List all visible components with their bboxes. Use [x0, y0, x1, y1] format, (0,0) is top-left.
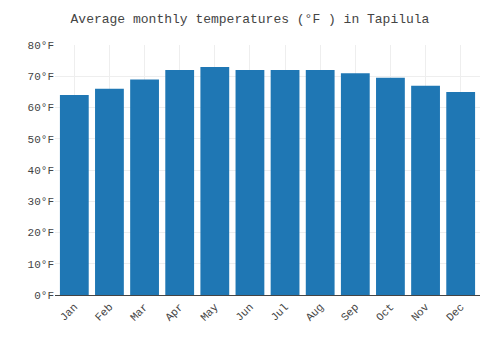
svg-text:80°F: 80°F [28, 40, 54, 52]
svg-text:Apr: Apr [163, 301, 185, 323]
svg-text:Sep: Sep [339, 301, 361, 323]
svg-text:Aug: Aug [304, 301, 326, 323]
svg-text:70°F: 70°F [28, 71, 54, 83]
svg-text:Jan: Jan [58, 301, 80, 323]
svg-text:40°F: 40°F [28, 165, 54, 177]
svg-text:20°F: 20°F [28, 227, 54, 239]
svg-text:0°F: 0°F [34, 290, 54, 302]
svg-text:30°F: 30°F [28, 196, 54, 208]
svg-text:May: May [198, 301, 221, 324]
svg-text:Oct: Oct [374, 301, 396, 323]
svg-text:Average monthly temperatures (: Average monthly temperatures (°F ) in Ta… [71, 12, 430, 27]
svg-text:Nov: Nov [409, 301, 432, 324]
svg-text:Dec: Dec [444, 301, 466, 323]
svg-text:50°F: 50°F [28, 134, 54, 146]
svg-text:Mar: Mar [128, 301, 150, 323]
svg-text:Jun: Jun [233, 301, 255, 323]
svg-text:Jul: Jul [269, 301, 291, 323]
svg-text:Feb: Feb [93, 301, 115, 323]
svg-text:60°F: 60°F [28, 102, 54, 114]
svg-text:10°F: 10°F [28, 259, 54, 271]
